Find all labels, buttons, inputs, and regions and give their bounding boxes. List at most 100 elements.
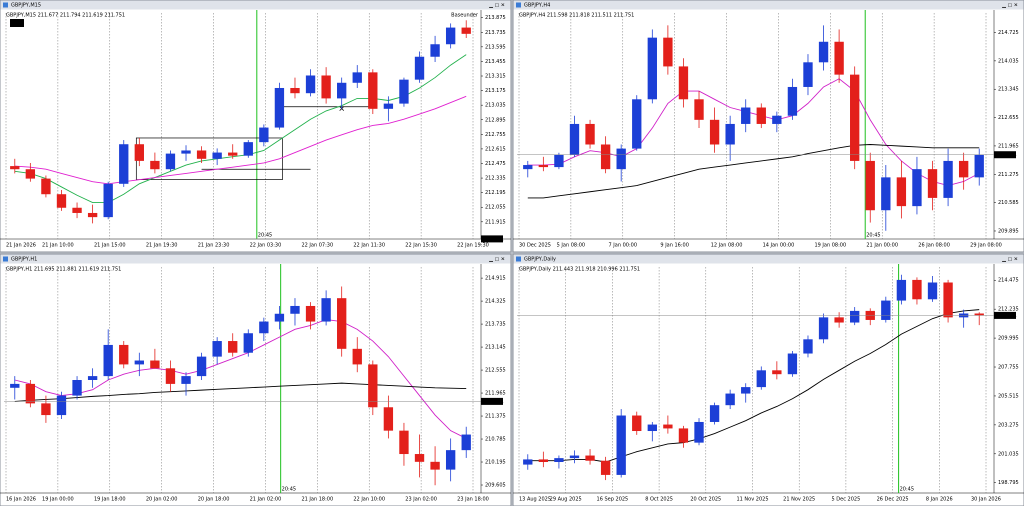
window-controls: ▁ ▢ ✕ bbox=[488, 3, 505, 9]
candle-body bbox=[585, 455, 595, 461]
window-icon bbox=[3, 2, 8, 8]
candle-body bbox=[912, 279, 922, 300]
candle-body bbox=[881, 177, 891, 211]
time-label: 21 Jan 02:00 bbox=[250, 497, 282, 503]
y-tick-label: 213.875 bbox=[485, 15, 506, 21]
candle-body bbox=[709, 405, 720, 422]
y-tick-label: 214.035 bbox=[998, 58, 1019, 64]
candle-body bbox=[383, 103, 394, 109]
time-label: 14 Jan 00:00 bbox=[763, 243, 795, 249]
y-tick-label: 212.655 bbox=[998, 115, 1019, 121]
y-tick-label: 213.735 bbox=[485, 30, 506, 36]
y-tick-label: 212.195 bbox=[485, 190, 506, 196]
chart-header: GBPJPY,H4 211.598 211.818 211.511 211.75… bbox=[519, 13, 634, 19]
candle-body bbox=[678, 66, 689, 100]
time-label: 22 Jan 19:30 bbox=[457, 243, 489, 249]
badge-bg bbox=[10, 19, 24, 27]
candle-body bbox=[352, 348, 362, 365]
time-label: 23 Jan 02:00 bbox=[405, 497, 437, 503]
time-label: 21 Nov 2025 bbox=[783, 497, 815, 503]
candle-body bbox=[430, 461, 440, 470]
time-label: 21 Jan 18:00 bbox=[301, 497, 333, 503]
candle-body bbox=[119, 344, 129, 365]
time-label: 21 Jan 00:00 bbox=[866, 243, 898, 249]
time-label: 22 Jan 11:30 bbox=[353, 243, 385, 249]
corner-text: Baseunder bbox=[451, 13, 479, 19]
y-tick-label: 211.375 bbox=[485, 414, 506, 420]
time-label: 30 Dec 2025 bbox=[519, 243, 551, 249]
time-label: 26 Dec 2025 bbox=[877, 497, 909, 503]
candle-body bbox=[72, 380, 82, 396]
candle-body bbox=[352, 72, 362, 83]
candle-body bbox=[600, 144, 611, 170]
candle-body bbox=[523, 165, 533, 170]
time-label: 13 Aug 2025 bbox=[519, 497, 551, 503]
y-tick-label: 212.055 bbox=[485, 205, 506, 211]
time-label: 8 Oct 2025 bbox=[645, 497, 673, 503]
candle-body bbox=[538, 459, 549, 463]
candle-body bbox=[103, 344, 113, 377]
y-tick-label: 210.195 bbox=[485, 460, 506, 466]
time-label: 5 Dec 2025 bbox=[832, 497, 861, 503]
y-tick-label: 211.275 bbox=[998, 172, 1019, 178]
window-title: GBPJPY,H1 bbox=[11, 257, 37, 263]
candle-body bbox=[585, 123, 595, 145]
candle-body bbox=[259, 127, 269, 143]
y-tick-label: 213.595 bbox=[485, 44, 506, 50]
candle-body bbox=[725, 123, 735, 145]
candle-body bbox=[461, 434, 471, 451]
time-label: 23 Jan 18:00 bbox=[457, 497, 489, 503]
chart-window: GBPJPY,M15 ▁ ▢ ✕ GBPJPY,M15 211.677 211.79… bbox=[0, 0, 512, 253]
candle-body bbox=[678, 428, 689, 443]
candle-body bbox=[414, 454, 425, 462]
candle-body bbox=[943, 160, 953, 198]
chart-header: GBPJPY,Daily 211.443 211.918 210.996 211… bbox=[519, 267, 640, 273]
time-label: 21 Jan 19:30 bbox=[146, 243, 178, 249]
last-price-bg bbox=[481, 235, 503, 243]
window-icon bbox=[3, 256, 8, 262]
y-tick-label: 212.895 bbox=[485, 117, 506, 123]
candle-body bbox=[850, 74, 860, 161]
y-tick-label: 209.895 bbox=[998, 228, 1019, 234]
candle-body bbox=[103, 183, 113, 218]
candle-body bbox=[337, 82, 347, 99]
candle-body bbox=[663, 37, 673, 67]
time-label: 16 Sep 2025 bbox=[597, 497, 629, 503]
candle-body bbox=[569, 123, 580, 155]
candle-body bbox=[243, 142, 253, 156]
y-tick-label: 214.475 bbox=[998, 278, 1019, 284]
candle-body bbox=[181, 150, 191, 154]
candle-body bbox=[305, 75, 316, 94]
candle-body bbox=[196, 356, 207, 377]
candle-body bbox=[337, 298, 347, 349]
y-tick-label: 205.515 bbox=[998, 393, 1019, 399]
chart-window: GBPJPY,H4 ▁ ▢ ✕ GBPJPY,H4 211.598 211.818 … bbox=[512, 0, 1024, 253]
time-label: 22 Jan 03:30 bbox=[250, 243, 282, 249]
chart-window: GBPJPY,Daily ▁ ▢ ✕ GBPJPY,Daily 211.443 21… bbox=[512, 253, 1024, 506]
title-bar bbox=[513, 0, 1024, 10]
candle-body bbox=[912, 169, 922, 207]
candle-body bbox=[694, 421, 704, 443]
time-label: 9 Jan 16:00 bbox=[660, 243, 688, 249]
moving-average bbox=[14, 54, 467, 203]
time-label: 21 Jan 23:30 bbox=[198, 243, 230, 249]
candle-body bbox=[787, 86, 798, 116]
window-title: GBPJPY,H4 bbox=[524, 3, 550, 9]
candle-body bbox=[927, 282, 938, 300]
candle-body bbox=[741, 387, 751, 394]
window-title: GBPJPY,Daily bbox=[524, 257, 556, 263]
y-tick-label: 212.235 bbox=[998, 307, 1019, 313]
candle-body bbox=[756, 107, 766, 124]
candle-body bbox=[150, 360, 160, 369]
time-label: 29 Jan 08:00 bbox=[970, 243, 1002, 249]
session-label: 20:45 bbox=[900, 487, 914, 493]
candle-body bbox=[212, 341, 222, 357]
candle-body bbox=[25, 383, 36, 404]
candle-body bbox=[414, 56, 425, 80]
y-tick-label: 211.965 bbox=[485, 391, 506, 397]
candle-body bbox=[818, 317, 829, 340]
y-tick-label: 214.725 bbox=[998, 30, 1019, 36]
y-tick-label: 213.315 bbox=[485, 74, 506, 80]
candle-body bbox=[958, 160, 969, 178]
time-label: 20 Jan 02:00 bbox=[146, 497, 178, 503]
